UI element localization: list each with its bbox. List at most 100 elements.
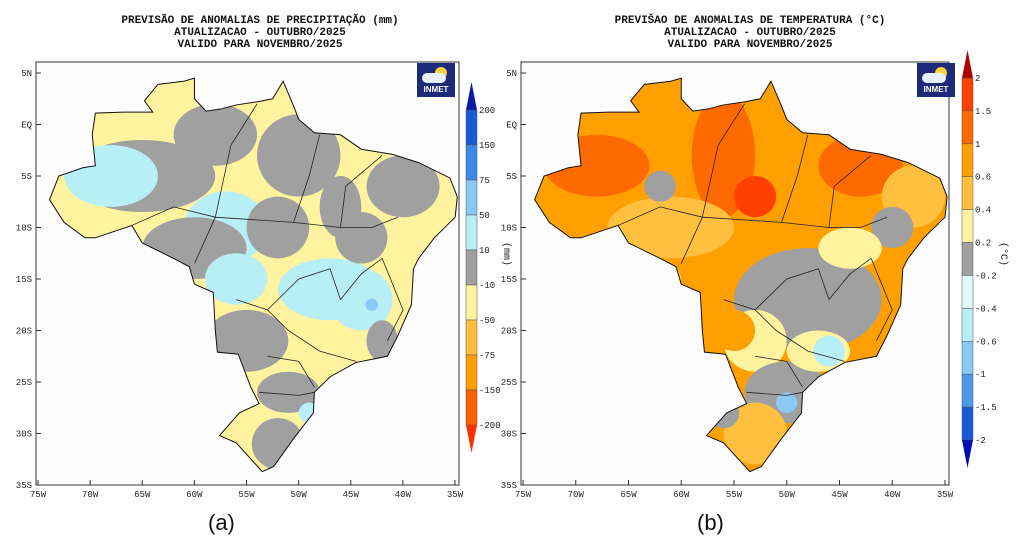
anomaly-region xyxy=(712,309,756,352)
anomaly-region xyxy=(204,253,268,305)
lat-label: 15S xyxy=(501,275,517,285)
anomaly-region xyxy=(335,212,388,264)
lat-label: 10S xyxy=(501,224,517,234)
state-border xyxy=(259,391,315,396)
lat-label: EQ xyxy=(21,121,32,131)
lon-label: 50W xyxy=(779,490,796,500)
state-border xyxy=(267,258,383,311)
colorbar-label: -150 xyxy=(479,386,501,396)
state-border xyxy=(293,134,320,223)
colorbar-top-arrow xyxy=(962,50,973,78)
lon-label: 40W xyxy=(884,490,901,500)
state-border xyxy=(340,155,383,228)
lon-label: 75W xyxy=(30,490,47,500)
lat-label: 10S xyxy=(16,224,32,234)
colorbar-label: 150 xyxy=(479,141,495,151)
lon-label: 70W xyxy=(568,490,585,500)
lon-label: 45W xyxy=(343,490,360,500)
state-border xyxy=(755,355,803,388)
caption-a: (a) xyxy=(208,510,235,535)
state-border xyxy=(381,258,404,341)
caption-b: (b) xyxy=(697,510,724,535)
anomaly-region xyxy=(813,335,845,367)
anomaly-region xyxy=(173,103,258,166)
anomaly-region xyxy=(366,155,440,218)
anomaly-region xyxy=(723,402,787,465)
state-border xyxy=(781,134,809,223)
colorbar-label: 0.2 xyxy=(975,239,991,249)
title-line: VALIDO PARA NOVEMBRO/2025 xyxy=(667,39,833,51)
colorbar-label: -10 xyxy=(479,281,495,291)
colorbar-segment xyxy=(961,176,974,210)
colorbar-label: 200 xyxy=(479,106,495,116)
state-border xyxy=(267,355,315,388)
colorbar-label: -2 xyxy=(975,436,986,446)
lon-label: 65W xyxy=(620,490,637,500)
state-border xyxy=(870,258,893,341)
unit-label: (°C) xyxy=(997,242,1008,267)
colorbar-label: -75 xyxy=(479,351,495,361)
colorbar-segment xyxy=(961,341,974,375)
lon-label: 60W xyxy=(673,490,690,500)
state-border xyxy=(194,216,398,264)
title-line: PREVIŠAO DE ANOMALIAS DE TEMPERATURA (°C… xyxy=(614,15,886,27)
colorbar-segment xyxy=(961,373,974,408)
anomaly-region xyxy=(246,196,310,259)
state-border xyxy=(828,155,872,228)
colorbar-label: 50 xyxy=(479,211,490,221)
colorbar-bottom-arrow xyxy=(962,440,973,468)
colorbar-segment xyxy=(961,77,974,112)
colorbar-segment xyxy=(961,242,974,276)
state-border xyxy=(214,103,258,218)
anomaly-region xyxy=(871,206,914,249)
precipitation-title: PREVISÃO DE ANOMALIAS DE PRECIPITAÇÃO (m… xyxy=(60,15,460,51)
state-border xyxy=(723,299,845,362)
colorbar-segment xyxy=(961,308,974,342)
lat-label: 5S xyxy=(21,172,32,182)
lat-label: 30S xyxy=(16,430,32,440)
title-line: PREVISÃO DE ANOMALIAS DE PRECIPITAÇÃO (m… xyxy=(121,15,399,27)
lat-label: 35S xyxy=(501,481,517,491)
title-line: ATUALIZACAO - OUTUBRO/2025 xyxy=(174,27,346,39)
colorbar-top-arrow xyxy=(466,82,477,110)
logo-text: INMET xyxy=(923,85,949,94)
colorbar-segment xyxy=(961,406,974,441)
lon-label: 75W xyxy=(515,490,532,500)
lon-label: 70W xyxy=(82,490,99,500)
temperature-title: PREVIŠAO DE ANOMALIAS DE TEMPERATURA (°C… xyxy=(550,15,950,51)
colorbar-label: -50 xyxy=(479,316,495,326)
lat-label: 5N xyxy=(21,69,32,79)
logo-text: INMET xyxy=(423,85,449,94)
lat-label: 25S xyxy=(501,378,517,388)
lat-label: EQ xyxy=(506,121,517,131)
country-border xyxy=(534,77,948,473)
lon-label: 55W xyxy=(238,490,255,500)
colorbar-label: 1 xyxy=(975,140,980,150)
anomaly-region xyxy=(365,298,379,311)
lat-label: 20S xyxy=(501,327,517,337)
state-border xyxy=(236,299,357,362)
colorbar-label: 0.6 xyxy=(975,173,991,183)
lon-label: 35W xyxy=(447,490,464,500)
lat-label: 5S xyxy=(506,172,517,182)
anomaly-region xyxy=(607,196,734,259)
colorbar-segment xyxy=(961,143,974,177)
colorbar-segment xyxy=(961,110,974,145)
inmet-logo: INMET xyxy=(917,63,955,97)
anomaly-region xyxy=(734,176,777,218)
colorbar-label: -200 xyxy=(479,421,501,431)
lon-label: 55W xyxy=(726,490,743,500)
colorbar-label: 75 xyxy=(479,176,490,186)
colorbar-segment xyxy=(961,275,974,309)
colorbar-label: -0.6 xyxy=(975,337,997,347)
lon-label: 35W xyxy=(937,490,954,500)
lat-label: 5N xyxy=(506,69,517,79)
lat-label: 20S xyxy=(16,327,32,337)
colorbar-label: 0.4 xyxy=(975,206,991,216)
lat-label: 30S xyxy=(501,430,517,440)
lat-label: 25S xyxy=(16,378,32,388)
colorbar-bottom-arrow xyxy=(466,425,477,453)
country-border xyxy=(48,77,458,473)
